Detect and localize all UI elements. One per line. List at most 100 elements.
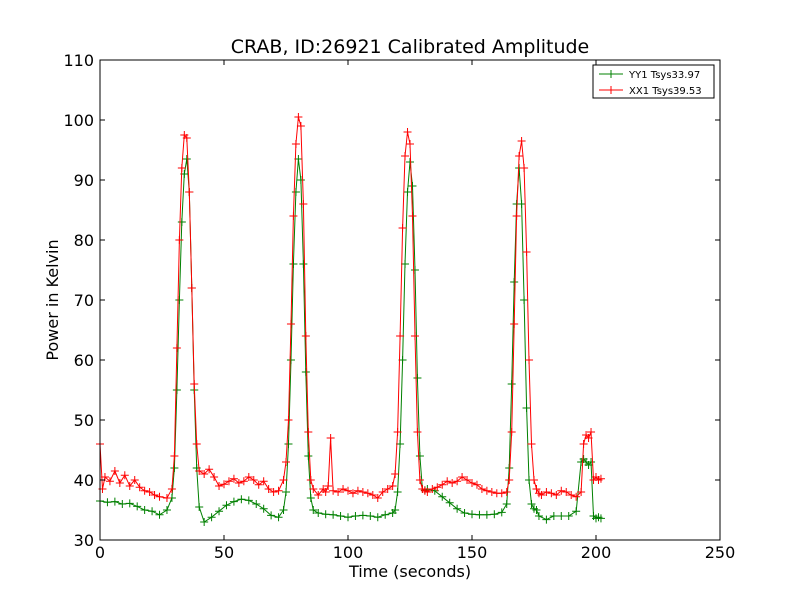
- y-tick-label: 50: [74, 411, 94, 430]
- data-point: [103, 498, 112, 507]
- data-point: [517, 200, 526, 208]
- data-point: [520, 296, 529, 304]
- data-point: [324, 482, 333, 490]
- data-point: [306, 476, 315, 484]
- data-point: [482, 486, 491, 495]
- data-point: [572, 492, 581, 501]
- data-point: [433, 483, 442, 492]
- data-point: [393, 488, 402, 496]
- data-point: [413, 428, 422, 436]
- x-tick-label: 150: [457, 543, 488, 562]
- data-point: [329, 486, 338, 495]
- data-point: [244, 496, 253, 505]
- data-point: [239, 477, 248, 486]
- data-point: [215, 482, 224, 490]
- data-point: [162, 506, 171, 514]
- data-point: [403, 128, 412, 136]
- data-point: [534, 512, 543, 520]
- data-point: [527, 440, 536, 448]
- data-point: [286, 356, 295, 364]
- data-point: [515, 152, 524, 160]
- data-point: [187, 284, 196, 292]
- data-point: [522, 404, 531, 412]
- data-point: [358, 488, 367, 496]
- data-point: [135, 483, 144, 492]
- data-point: [125, 499, 134, 508]
- data-point: [291, 140, 300, 148]
- data-point: [200, 518, 209, 526]
- data-point: [366, 512, 375, 520]
- legend-label: YY1 Tsys33.97: [628, 70, 700, 81]
- data-point: [229, 474, 238, 483]
- data-point: [222, 501, 231, 510]
- data-point: [348, 489, 357, 498]
- data-point: [530, 476, 538, 484]
- data-point: [497, 489, 506, 498]
- data-point: [282, 488, 290, 496]
- data-point: [304, 452, 313, 460]
- data-point: [150, 491, 159, 499]
- data-point: [110, 497, 119, 506]
- data-point: [195, 467, 204, 475]
- data-point: [373, 494, 382, 502]
- data-point: [162, 494, 171, 502]
- data-point: [445, 498, 454, 507]
- data-point: [215, 507, 224, 516]
- data-point: [140, 506, 149, 514]
- data-point: [296, 176, 305, 184]
- data-point: [229, 497, 238, 506]
- data-point: [284, 416, 293, 424]
- data-point: [572, 507, 581, 516]
- data-point: [200, 470, 209, 478]
- data-point: [237, 495, 246, 504]
- data-point: [415, 452, 424, 460]
- data-point: [115, 479, 124, 487]
- data-point: [391, 470, 400, 478]
- data-point: [125, 482, 134, 490]
- data-point: [396, 440, 405, 448]
- data-point: [517, 137, 526, 145]
- data-point: [118, 500, 127, 508]
- legend: YY1 Tsys33.97 XX1 Tsys39.53: [592, 64, 715, 99]
- data-point: [254, 480, 263, 489]
- legend-items: YY1 Tsys33.97 XX1 Tsys39.53: [599, 70, 702, 97]
- legend-label: XX1 Tsys39.53: [629, 86, 702, 97]
- data-point: [314, 509, 323, 517]
- data-point: [552, 491, 561, 499]
- data-point: [557, 486, 566, 495]
- data-point: [460, 509, 469, 517]
- data-point: [224, 477, 233, 486]
- x-tick-label: 200: [581, 543, 612, 562]
- data-point: [207, 513, 216, 522]
- data-point: [393, 428, 402, 436]
- data-point: [306, 494, 315, 502]
- data-point: [301, 368, 310, 376]
- data-point: [448, 479, 457, 487]
- data-point: [133, 502, 142, 511]
- data-point: [177, 164, 186, 172]
- data-point: [175, 296, 184, 304]
- x-axis-label: Time (seconds): [348, 562, 471, 581]
- y-tick-label: 30: [74, 531, 94, 550]
- data-point: [388, 482, 397, 490]
- data-point: [438, 480, 447, 489]
- data-point: [155, 510, 164, 519]
- data-point: [453, 477, 462, 486]
- x-tick-label: 100: [333, 543, 364, 562]
- data-point: [321, 510, 330, 519]
- data-point: [401, 152, 410, 160]
- data-point: [249, 476, 258, 484]
- y-axis-label: Power in Kelvin: [43, 239, 62, 360]
- data-point: [557, 512, 566, 520]
- y-tick-label: 60: [74, 351, 94, 370]
- data-point: [438, 492, 447, 501]
- data-point: [584, 434, 593, 442]
- legend-item-1: YY1 Tsys33.97: [599, 70, 700, 81]
- data-point: [525, 356, 534, 364]
- data-point: [396, 332, 405, 340]
- data-point: [309, 485, 318, 493]
- data-point: [413, 374, 422, 382]
- data-point: [314, 491, 323, 499]
- data-point: [299, 260, 308, 268]
- data-point: [542, 515, 551, 524]
